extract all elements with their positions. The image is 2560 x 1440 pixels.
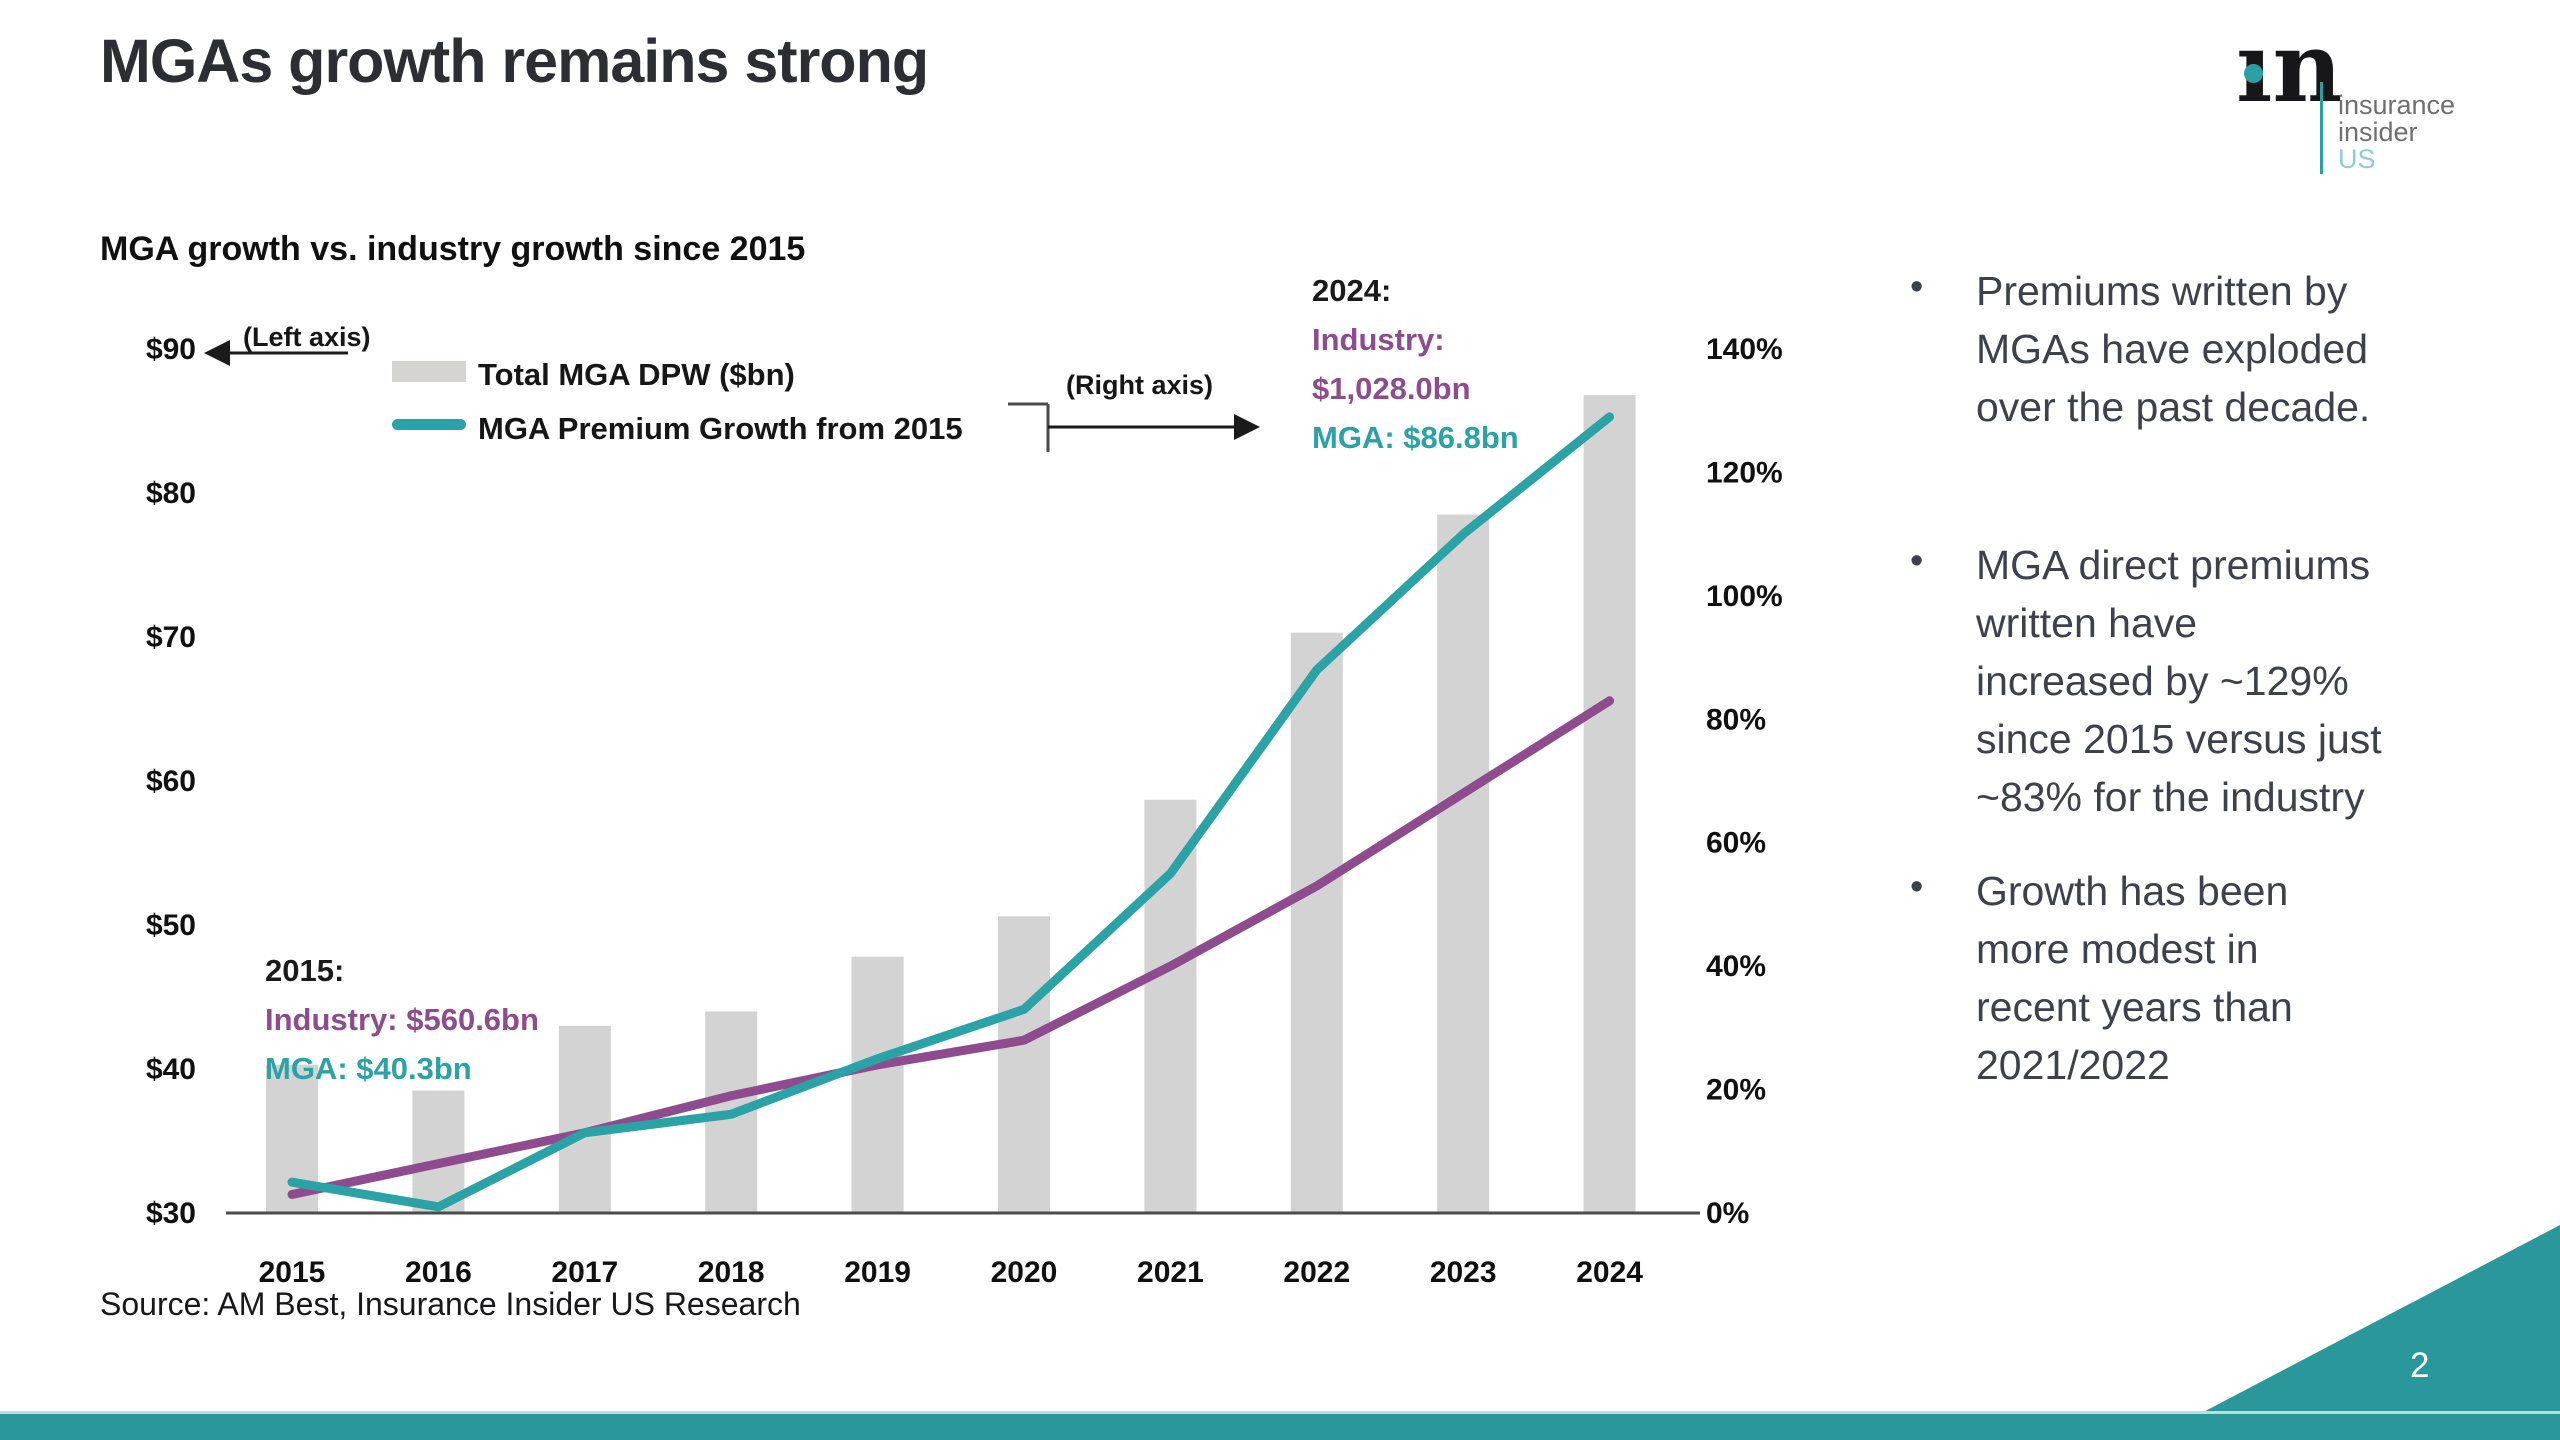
left-axis-tick-$30: $30 (146, 1197, 196, 1230)
annotation-2015-year: 2015: (265, 953, 345, 988)
left-axis-note: (Left axis) (243, 322, 371, 352)
footer-wedge (2150, 1225, 2560, 1440)
x-axis-label-2019: 2019 (844, 1256, 911, 1289)
left-axis-tick-$70: $70 (146, 621, 196, 654)
left-axis-tick-$50: $50 (146, 909, 196, 942)
bar-2017 (558, 1025, 611, 1213)
bullet-dot-icon: • (1910, 540, 1924, 582)
legend-line-swatch (392, 419, 466, 430)
logo-word-us: US (2338, 144, 2376, 174)
bullet-dot-icon: • (1910, 866, 1924, 908)
annotation-2024-industry-label: Industry: (1312, 322, 1445, 357)
right-axis-tick-20%: 20% (1706, 1074, 1766, 1107)
annotation-2015: 2015: Industry: $560.6bn MGA: $40.3bn (265, 946, 539, 1093)
page-title: MGAs growth remains strong (100, 27, 929, 95)
bar-2023 (1437, 514, 1490, 1213)
mga-growth-line (287, 412, 1615, 1212)
bullet-text: Premiums written by MGAs have exploded ove… (1976, 268, 2371, 430)
bar-2021 (1144, 799, 1197, 1213)
annotation-2024-year: 2024: (1312, 273, 1392, 308)
left-axis-tick-$60: $60 (146, 765, 196, 798)
legend-bar-swatch (392, 361, 466, 382)
bullet-item-3: • Growth has been more modest in recent yea… (1902, 862, 2462, 1094)
insurance-insider-logo: ın insurance insider US (2232, 20, 2532, 182)
left-axis-tick-$40: $40 (146, 1053, 196, 1086)
right-axis-tick-80%: 80% (1706, 703, 1766, 736)
right-axis-tick-60%: 60% (1706, 827, 1766, 860)
right-axis-tick-0%: 0% (1706, 1197, 1749, 1230)
right-axis-arrow-icon (1008, 402, 1260, 452)
logo-word-insider: insider (2338, 117, 2418, 147)
chart-title: MGA growth vs. industry growth since 201… (100, 230, 806, 268)
x-axis-label-2015: 2015 (259, 1256, 326, 1289)
x-axis-label-2018: 2018 (698, 1256, 765, 1289)
industry-growth-line (287, 696, 1615, 1199)
x-axis-label-2021: 2021 (1137, 1256, 1204, 1289)
x-axis-label-2022: 2022 (1283, 1256, 1350, 1289)
left-axis-tick-$80: $80 (146, 477, 196, 510)
right-axis-note: (Right axis) (1066, 370, 1214, 400)
bullet-dot-icon: • (1910, 266, 1924, 308)
annotation-2024-industry-value: $1,028.0bn (1312, 371, 1471, 406)
source-text: Source: AM Best, Insurance Insider US Re… (100, 1286, 801, 1322)
annotation-2015-industry: Industry: $560.6bn (265, 1002, 539, 1037)
legend-line-label: MGA Premium Growth from 2015 (478, 411, 963, 446)
bullet-item-2: • MGA direct premiums written have increase… (1902, 536, 2462, 826)
legend-bar-label: Total MGA DPW ($bn) (478, 357, 795, 392)
x-axis-label-2017: 2017 (551, 1256, 618, 1289)
bullet-item-1: • Premiums written by MGAs have exploded ov… (1902, 262, 2462, 436)
bar-2019 (851, 956, 904, 1213)
logo-dot-icon (2244, 64, 2263, 83)
footer-band (0, 1411, 2560, 1440)
left-axis-arrow-icon (204, 340, 348, 366)
logo-word-insurance: insurance (2338, 90, 2456, 120)
x-axis-label-2023: 2023 (1430, 1256, 1497, 1289)
logo-divider (2320, 82, 2323, 174)
right-axis-tick-120%: 120% (1706, 456, 1783, 489)
x-axis-label-2020: 2020 (991, 1256, 1058, 1289)
page-number: 2 (2410, 1346, 2430, 1385)
x-axis-label-2024: 2024 (1576, 1256, 1643, 1289)
bullet-text: MGA direct premiums written have increased… (1976, 542, 2382, 820)
bar-2022 (1290, 632, 1343, 1213)
x-axis-label-2016: 2016 (405, 1256, 472, 1289)
right-axis-tick-100%: 100% (1706, 580, 1783, 613)
annotation-2024-mga: MGA: $86.8bn (1312, 420, 1519, 455)
annotation-2024: 2024: Industry: $1,028.0bn MGA: $86.8bn (1312, 266, 1519, 462)
bar-2024 (1583, 395, 1636, 1214)
right-axis-tick-140%: 140% (1706, 333, 1783, 366)
bullet-text: Growth has been more modest in recent year… (1976, 868, 2293, 1088)
annotation-2015-mga: MGA: $40.3bn (265, 1051, 472, 1086)
bar-2020 (998, 916, 1050, 1213)
right-axis-tick-40%: 40% (1706, 950, 1766, 983)
left-axis-tick-$90: $90 (146, 333, 196, 366)
bar-2016 (412, 1090, 465, 1213)
